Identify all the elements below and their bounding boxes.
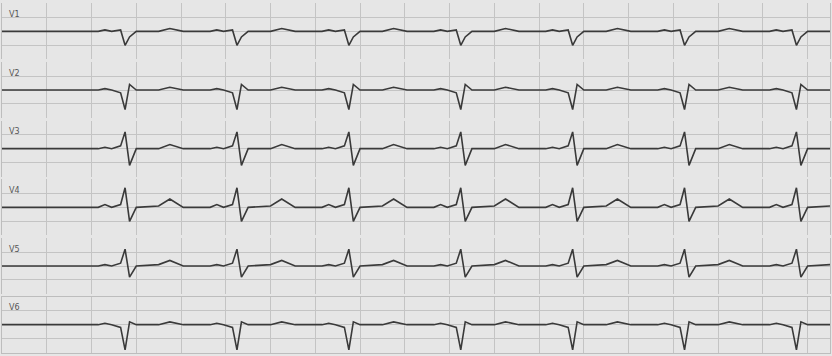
svg-text:V6: V6 (9, 303, 20, 312)
svg-text:V4: V4 (9, 186, 20, 195)
svg-text:V5: V5 (9, 245, 20, 254)
svg-text:V2: V2 (9, 69, 20, 78)
svg-text:V1: V1 (9, 10, 20, 19)
svg-text:V3: V3 (9, 127, 20, 136)
